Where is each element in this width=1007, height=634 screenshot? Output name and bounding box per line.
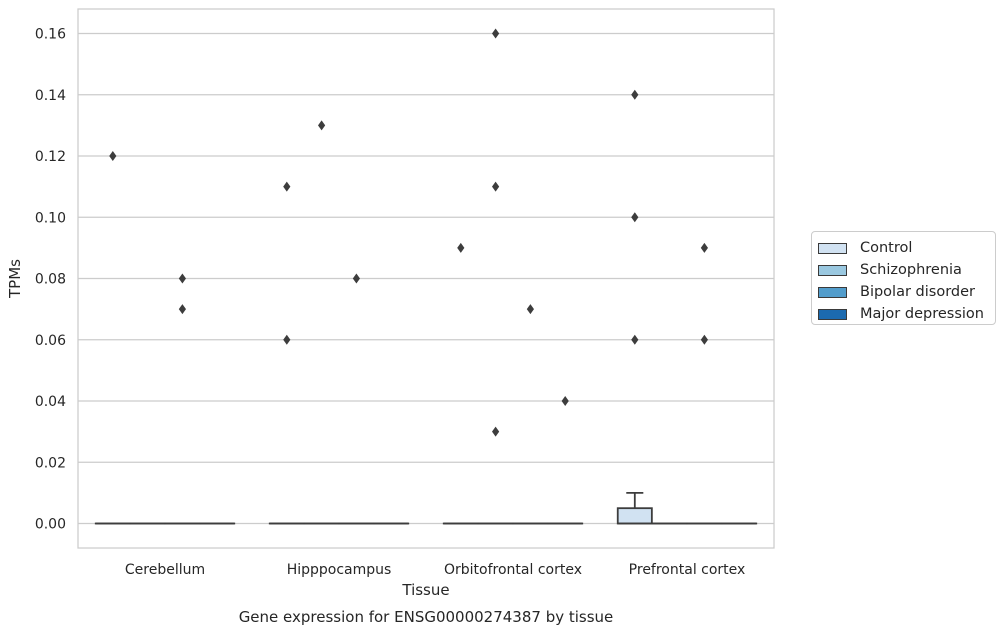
- legend-item-schizophrenia: Schizophrenia: [818, 259, 995, 281]
- y-tick-label: 0.06: [35, 333, 66, 349]
- legend-swatch-major-depression: [818, 308, 847, 320]
- y-tick-label: 0.10: [35, 210, 66, 226]
- legend-swatch-control: [818, 242, 847, 254]
- legend: Control Schizophrenia Bipolar disorder M…: [811, 231, 996, 325]
- outlier-point: [178, 304, 186, 315]
- legend-label-major-depression: Major depression: [860, 306, 984, 322]
- chart-title: Gene expression for ENSG00000274387 by t…: [239, 608, 614, 626]
- gridlines: [78, 32, 774, 525]
- y-tick-label: 0.16: [35, 27, 66, 43]
- outlier-point: [283, 181, 291, 192]
- x-tick-label: Cerebellum: [125, 562, 205, 578]
- box-0-3: [616, 491, 653, 525]
- outlier-point: [631, 334, 639, 345]
- outlier-point: [178, 273, 186, 284]
- legend-label-control: Control: [860, 240, 913, 256]
- y-tick-label: 0.08: [35, 272, 66, 288]
- x-tick-label: Hipppocampus: [287, 562, 392, 578]
- y-tick-label: 0.02: [35, 455, 66, 471]
- y-axis-label: TPMs: [6, 259, 24, 299]
- legend-label-bipolar-disorder: Bipolar disorder: [860, 284, 975, 300]
- x-tick-label: Orbitofrontal cortex: [444, 562, 582, 578]
- box-body: [616, 507, 653, 525]
- y-tick-label: 0.12: [35, 149, 66, 165]
- outlier-point: [561, 396, 569, 406]
- y-axis-ticks: 0.00 0.02 0.04 0.06 0.08 0.10 0.12 0.14 0.16: [35, 27, 66, 533]
- outlier-point: [492, 181, 500, 192]
- outlier-point: [492, 426, 500, 437]
- boxes: [94, 491, 758, 525]
- legend-swatch-schizophrenia: [818, 264, 847, 276]
- y-tick-label: 0.14: [35, 88, 66, 104]
- outliers: [109, 28, 708, 437]
- y-tick-label: 0.04: [35, 394, 66, 410]
- legend-swatch-bipolar-disorder: [818, 286, 847, 298]
- legend-item-major-depression: Major depression: [818, 303, 995, 325]
- outlier-point: [492, 28, 500, 39]
- outlier-point: [526, 304, 534, 315]
- x-axis-label: Tissue: [401, 581, 449, 599]
- outlier-point: [352, 273, 360, 284]
- legend-item-control: Control: [818, 237, 995, 259]
- outlier-point: [109, 151, 117, 161]
- outlier-point: [283, 334, 291, 345]
- outlier-point: [700, 242, 708, 253]
- outlier-point: [318, 120, 326, 131]
- y-tick-label: 0.00: [35, 517, 66, 533]
- legend-item-bipolar-disorder: Bipolar disorder: [818, 281, 995, 303]
- outlier-point: [700, 334, 708, 345]
- legend-label-schizophrenia: Schizophrenia: [860, 262, 962, 278]
- outlier-point: [631, 89, 639, 100]
- outlier-point: [631, 212, 639, 223]
- plot-area-frame: [77, 8, 775, 549]
- x-axis-ticks: Cerebellum Hipppocampus Orbitofrontal cort…: [125, 562, 745, 578]
- x-tick-label: Prefrontal cortex: [629, 562, 746, 578]
- outlier-point: [457, 242, 465, 253]
